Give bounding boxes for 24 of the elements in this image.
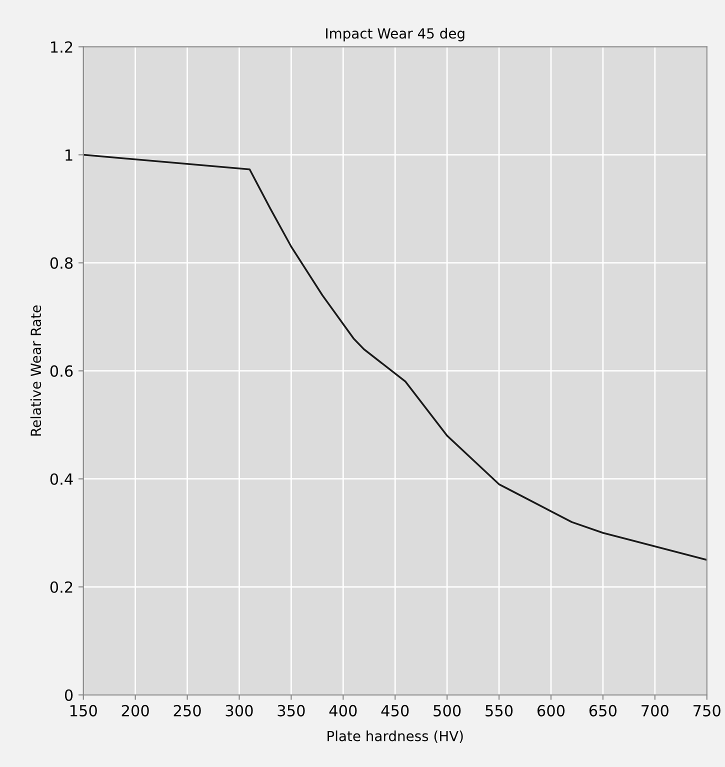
x-tick-label: 550	[486, 704, 513, 716]
x-axis-title: Plate hardness (HV)	[328, 730, 463, 743]
x-tick-label: 150	[70, 704, 97, 716]
line-series	[83, 154, 707, 561]
y-tick-label: 0	[64, 689, 73, 701]
y-tick-label: 0.2	[50, 581, 72, 593]
y-tick-label: 0.4	[50, 473, 73, 485]
x-tick-label: 450	[381, 704, 409, 716]
y-tick-label: 1	[66, 149, 72, 161]
y-axis-title: Relative Wear Rate	[30, 305, 42, 436]
x-tick-label: 700	[642, 704, 668, 716]
x-tick-label: 200	[122, 704, 149, 716]
x-tick-label: 300	[226, 704, 253, 716]
x-tick-label: 400	[329, 704, 357, 716]
x-tick-label: 750	[694, 704, 720, 716]
x-tick-label: 500	[434, 704, 461, 716]
x-tick-label: 350	[278, 704, 305, 716]
y-tick-label: 0.6	[50, 365, 73, 377]
x-tick-label: 250	[174, 704, 201, 716]
x-tick-label: 650	[589, 704, 617, 716]
chart-title: Impact Wear 45 deg	[326, 28, 464, 42]
x-tick-label: 600	[537, 704, 565, 716]
y-tick-label: 1.2	[51, 41, 72, 53]
y-tick-label: 0.8	[50, 257, 73, 269]
